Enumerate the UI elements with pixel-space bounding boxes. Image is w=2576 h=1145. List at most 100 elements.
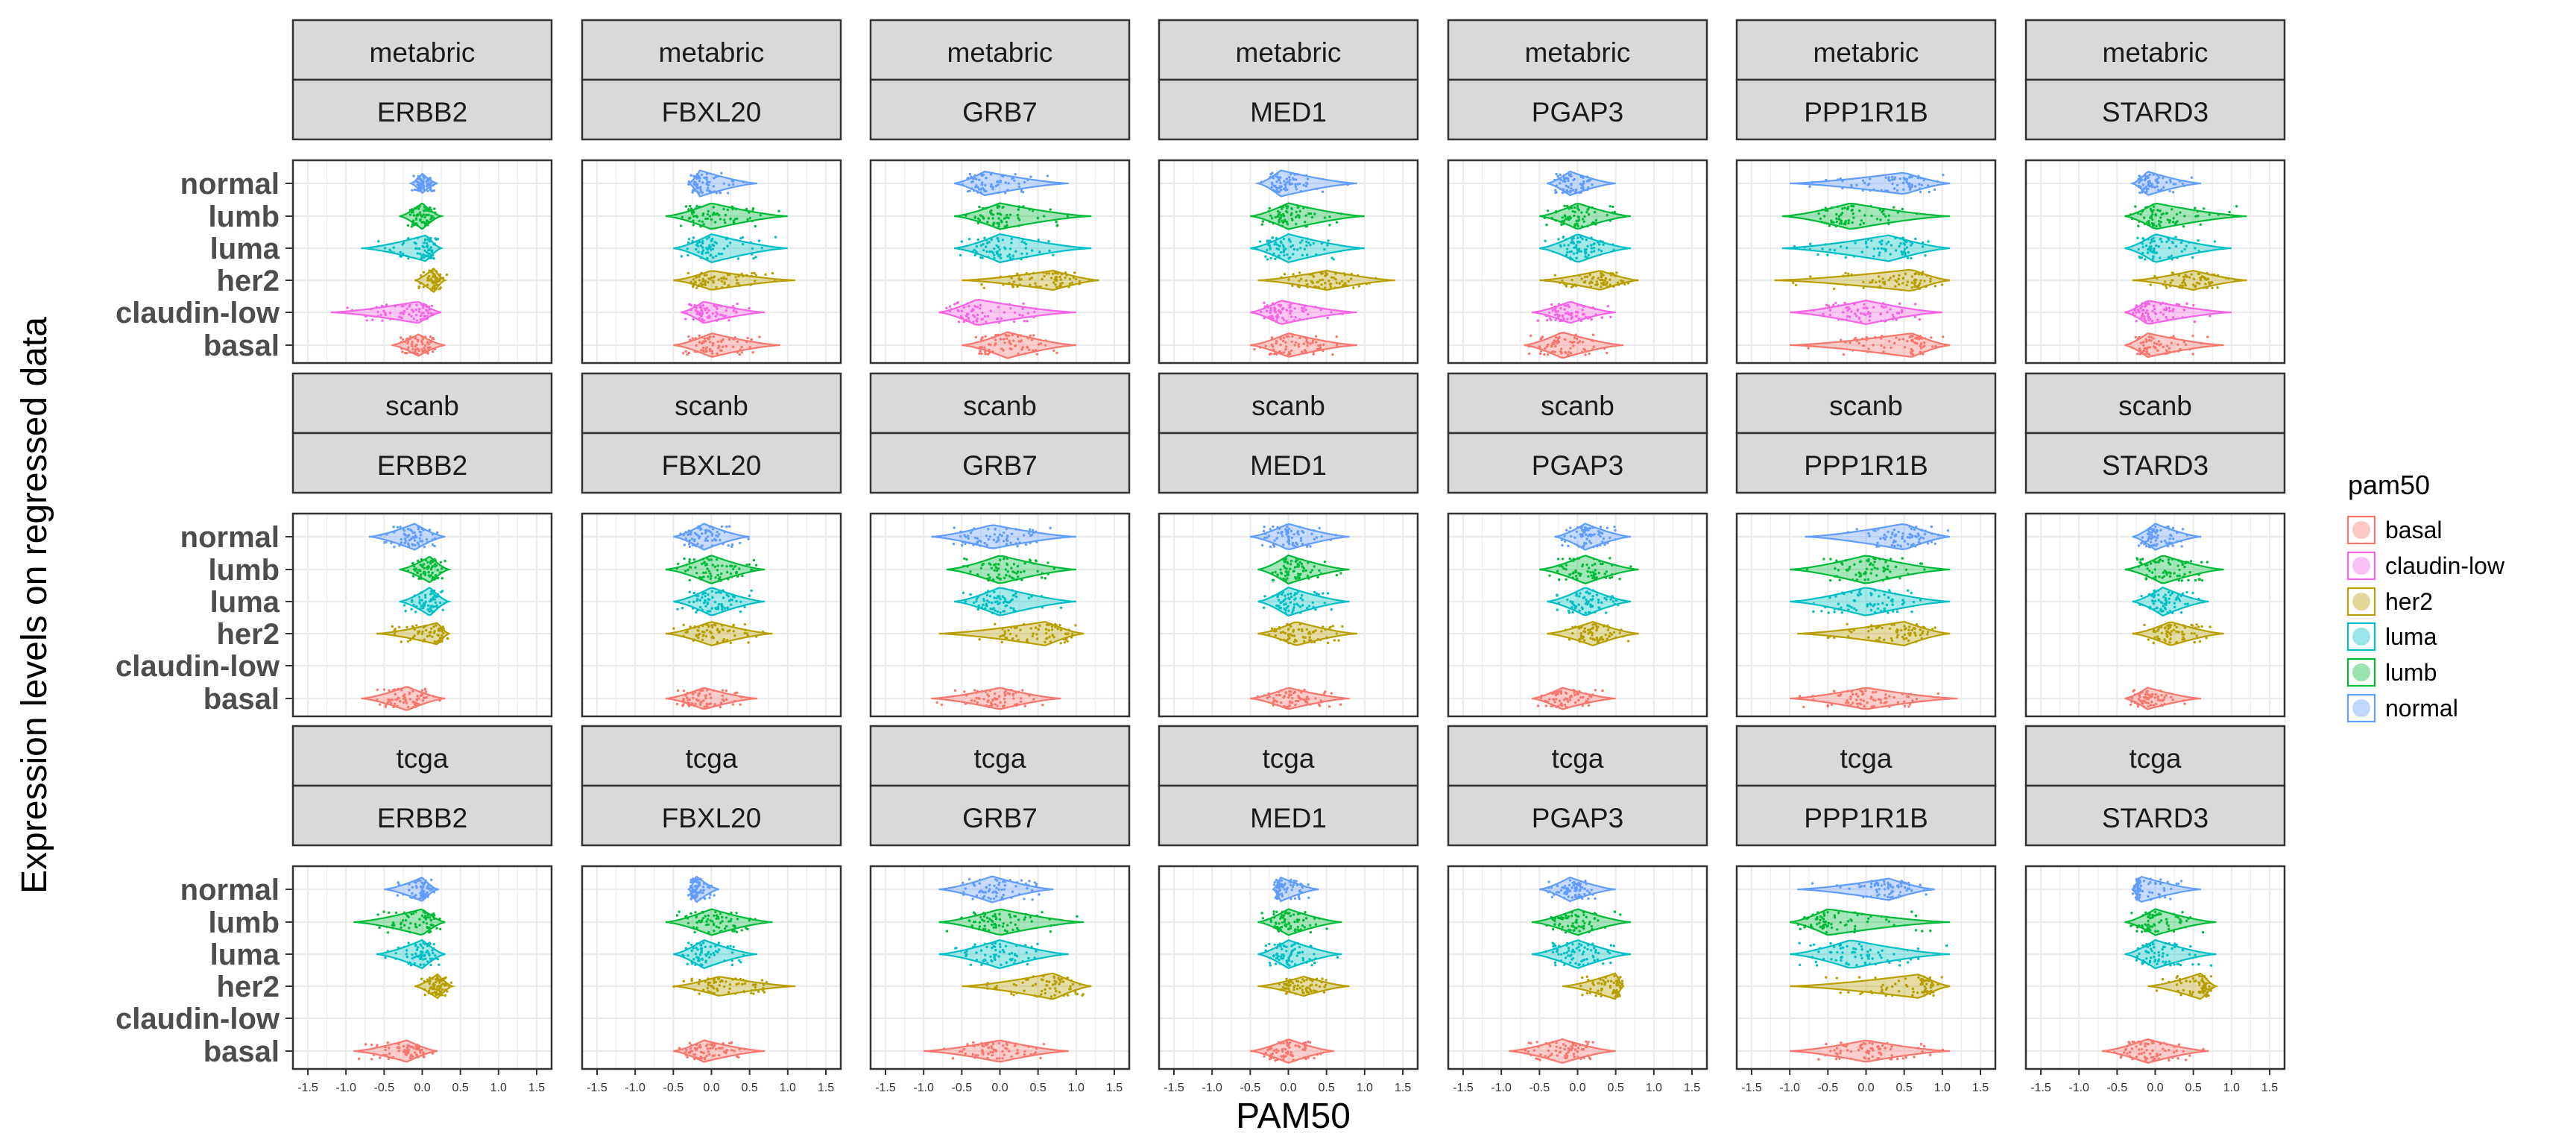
- data-point: [399, 250, 402, 254]
- data-point: [1558, 578, 1561, 581]
- data-point: [1807, 347, 1810, 350]
- data-point: [1269, 256, 1272, 260]
- data-point: [1253, 347, 1256, 351]
- data-point: [688, 303, 692, 306]
- data-point: [411, 575, 415, 578]
- data-point: [423, 546, 426, 549]
- data-point: [385, 303, 388, 306]
- data-point: [400, 255, 402, 258]
- data-point: [1606, 526, 1609, 529]
- data-point: [422, 184, 426, 187]
- data-point: [1049, 208, 1052, 211]
- data-point: [404, 610, 407, 613]
- data-point: [727, 192, 730, 195]
- data-point: [1335, 573, 1338, 577]
- data-point: [429, 206, 432, 209]
- data-point: [2213, 240, 2216, 243]
- data-point: [739, 541, 742, 545]
- data-point: [383, 247, 387, 250]
- data-point: [410, 225, 414, 228]
- data-point: [1026, 320, 1029, 323]
- data-point: [1565, 578, 1568, 581]
- facet-strip-dataset-label: metabric: [2103, 37, 2209, 68]
- data-point: [382, 688, 386, 691]
- data-point: [441, 577, 443, 580]
- data-point: [945, 306, 948, 310]
- data-point: [979, 256, 982, 259]
- data-point: [1609, 205, 1611, 208]
- data-point: [1331, 353, 1334, 356]
- data-point: [692, 224, 695, 227]
- data-point: [1548, 574, 1551, 577]
- data-point: [692, 558, 696, 561]
- facet-strip-dataset-label: metabric: [659, 37, 765, 68]
- data-point: [1538, 352, 1542, 356]
- facet-strip-dataset-label: metabric: [1813, 37, 1919, 68]
- facet-strip-gene-label: STARD3: [2102, 97, 2209, 127]
- data-point: [365, 319, 368, 322]
- data-point: [422, 253, 425, 256]
- data-point: [976, 238, 979, 242]
- data-point: [2168, 189, 2171, 193]
- data-point: [1321, 190, 1325, 193]
- data-point: [445, 273, 449, 277]
- data-point: [439, 286, 442, 289]
- data-point: [432, 272, 435, 275]
- data-point: [1266, 258, 1269, 261]
- data-point: [426, 283, 429, 286]
- data-point: [426, 220, 429, 223]
- data-point: [2211, 286, 2214, 289]
- data-point: [1563, 204, 1566, 207]
- data-point: [953, 526, 956, 529]
- data-point: [413, 188, 417, 192]
- data-point: [430, 249, 434, 252]
- data-point: [2185, 302, 2188, 305]
- data-point: [969, 593, 972, 596]
- data-point: [681, 704, 684, 707]
- facet-strip-dataset-label: metabric: [370, 37, 476, 68]
- data-point: [1928, 190, 1931, 194]
- data-point: [752, 558, 756, 562]
- data-point: [432, 350, 435, 353]
- data-point: [1274, 257, 1277, 260]
- data-point: [1272, 525, 1275, 529]
- data-point: [2134, 335, 2137, 339]
- data-point: [423, 242, 426, 245]
- data-point: [1052, 253, 1055, 256]
- data-point: [1618, 578, 1621, 581]
- data-point: [1609, 576, 1611, 579]
- data-point: [2191, 334, 2194, 338]
- data-point: [392, 526, 395, 529]
- data-point: [1268, 206, 1271, 209]
- data-point: [1556, 174, 1559, 178]
- data-point: [695, 204, 698, 208]
- y-tick-label: claudin-low: [116, 650, 280, 683]
- data-point: [1313, 590, 1316, 594]
- data-point: [2235, 205, 2238, 208]
- data-point: [689, 204, 692, 208]
- data-point: [1341, 625, 1344, 628]
- data-point: [1260, 543, 1264, 547]
- facet-strip-gene-label: FBXL20: [662, 450, 762, 481]
- data-point: [423, 249, 426, 252]
- data-point: [751, 351, 754, 354]
- data-point: [1326, 641, 1330, 645]
- data-point: [684, 318, 687, 321]
- data-point: [432, 257, 435, 260]
- data-point: [736, 302, 739, 306]
- data-point: [748, 306, 751, 310]
- data-point: [426, 277, 429, 280]
- data-point: [1262, 529, 1266, 533]
- data-point: [2193, 320, 2197, 324]
- data-point: [423, 239, 427, 242]
- data-point: [2135, 320, 2138, 323]
- data-point: [1073, 271, 1076, 274]
- data-point: [688, 558, 691, 561]
- data-point: [416, 252, 420, 255]
- data-point: [687, 351, 691, 354]
- data-point: [686, 271, 690, 275]
- data-point: [423, 215, 426, 219]
- data-point: [1554, 318, 1557, 321]
